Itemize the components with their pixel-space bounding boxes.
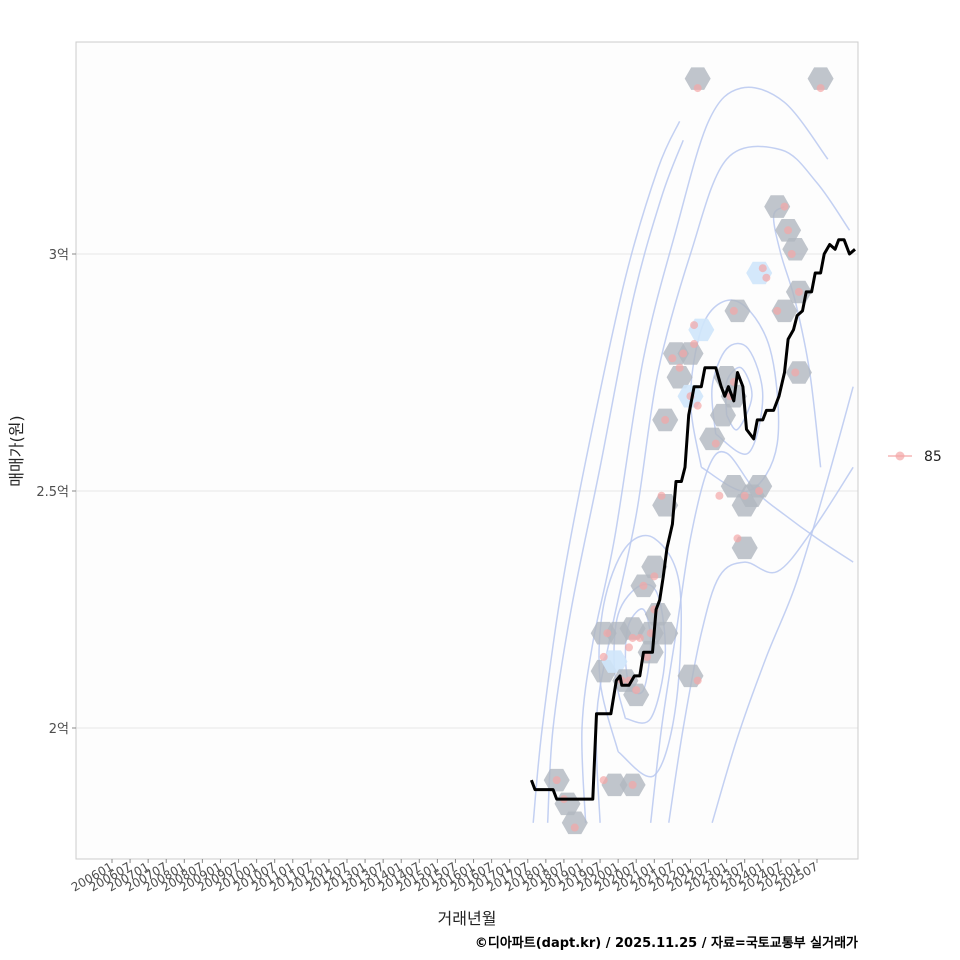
hex-bin xyxy=(666,366,693,389)
data-point xyxy=(635,633,644,642)
data-point xyxy=(816,84,825,93)
data-point xyxy=(675,363,684,372)
data-point xyxy=(733,534,742,543)
data-point xyxy=(668,354,677,363)
data-point xyxy=(693,676,702,685)
data-point xyxy=(552,776,561,785)
hex-bin xyxy=(561,811,588,835)
density-contour xyxy=(711,342,764,455)
data-point xyxy=(740,491,749,500)
data-point xyxy=(729,306,738,315)
data-point xyxy=(693,401,702,410)
hex-bin xyxy=(710,403,736,427)
hex-bin xyxy=(684,67,711,90)
panel-border xyxy=(75,41,859,860)
panel-background xyxy=(76,42,858,859)
hex-bin xyxy=(601,650,628,673)
density-contour xyxy=(711,386,854,824)
legend-label-85: 85 xyxy=(924,449,942,465)
density-contour xyxy=(532,120,681,823)
data-point xyxy=(693,84,702,93)
density-contour xyxy=(546,139,684,823)
data-point xyxy=(794,287,803,296)
data-point xyxy=(661,415,670,424)
hex-bin xyxy=(601,773,628,797)
y-tick-label: 2.5억 xyxy=(36,485,69,500)
data-point xyxy=(784,226,793,235)
data-point xyxy=(758,264,767,273)
data-point xyxy=(639,581,648,590)
hex-bin xyxy=(652,494,679,517)
data-point xyxy=(690,340,699,349)
y-tick-label: 3억 xyxy=(49,248,69,263)
hex-bin xyxy=(807,67,834,90)
median-line-layer xyxy=(529,238,856,801)
y-tick-label: 2억 xyxy=(49,722,69,737)
data-point xyxy=(773,306,782,315)
caption: ©디아파트(dapt.kr) / 2025.11.25 / 자료=국토교통부 실… xyxy=(475,935,858,951)
legend-key-point xyxy=(895,451,905,461)
x-axis: 2006012006072007012007072008012008072009… xyxy=(69,859,821,895)
data-point xyxy=(603,629,612,638)
median-line xyxy=(529,238,856,801)
hex-bin xyxy=(771,299,798,323)
density-contour xyxy=(668,466,854,823)
data-point xyxy=(599,652,608,661)
data-point xyxy=(628,780,637,789)
data-point xyxy=(787,250,796,258)
data-point xyxy=(780,202,789,211)
data-point xyxy=(791,368,800,377)
legend: 85 xyxy=(888,449,942,465)
data-point xyxy=(657,491,666,500)
data-point xyxy=(715,491,724,500)
hex-bin xyxy=(677,342,704,365)
hex-bin xyxy=(623,683,650,707)
data-point xyxy=(628,633,637,642)
data-point xyxy=(643,652,652,661)
data-point xyxy=(755,487,764,495)
data-point xyxy=(690,321,699,330)
hex-bin xyxy=(652,621,679,645)
y-axis-title: 매매가(원) xyxy=(7,415,26,486)
data-point xyxy=(762,273,771,282)
data-point xyxy=(632,686,641,695)
data-point xyxy=(711,439,720,448)
hex-bin xyxy=(641,555,668,579)
data-point xyxy=(625,643,633,652)
data-point xyxy=(570,823,579,832)
data-point xyxy=(650,572,659,581)
hex-bin xyxy=(764,195,791,218)
data-point xyxy=(599,776,608,785)
hex-bin xyxy=(720,475,747,498)
y-axis: 2억 2.5억 3억 xyxy=(36,248,76,737)
data-point xyxy=(679,349,688,358)
x-axis-title: 거래년월 xyxy=(438,909,497,928)
density-contour xyxy=(649,450,854,823)
density-contour xyxy=(581,86,829,823)
